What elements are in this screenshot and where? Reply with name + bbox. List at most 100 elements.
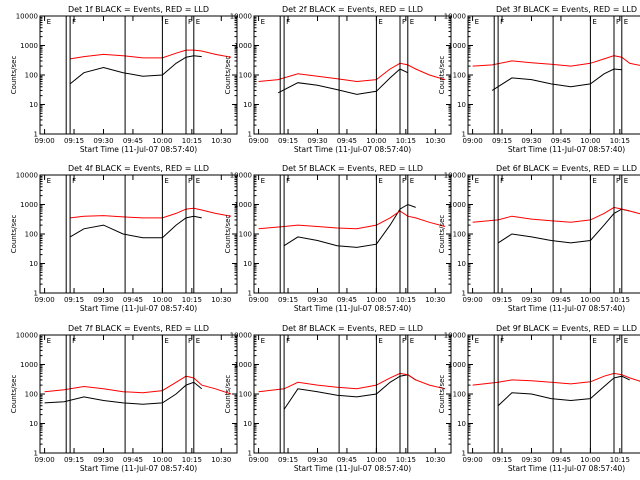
events-trace — [491, 68, 622, 91]
x-tick-label: 10:30 — [211, 456, 231, 464]
y-tick-label: 10 — [29, 260, 38, 268]
panel-title: Det 1f BLACK = Events, RED = LLD — [68, 5, 209, 14]
plot-frame — [39, 174, 238, 294]
marker-label: E — [47, 337, 51, 345]
x-tick-label: 09:00 — [34, 296, 54, 304]
y-tick-label: 1000 — [234, 42, 252, 50]
marker-label: E — [196, 18, 200, 26]
y-tick-label: 1 — [248, 290, 252, 298]
marker-label: F — [188, 177, 192, 185]
y-tick-label: 10000 — [444, 172, 466, 180]
x-tick-label: 09:30 — [307, 296, 327, 304]
x-tick-label: 10:15 — [182, 296, 202, 304]
marker-label: E — [196, 177, 200, 185]
x-axis-label: Start Time (11-Jul-07 08:57:40) — [508, 304, 625, 313]
x-tick-label: 10:15 — [396, 296, 416, 304]
x-axis-label: Start Time (11-Jul-07 08:57:40) — [80, 464, 197, 473]
y-axis-label: Counts/sec — [438, 56, 446, 95]
panel-title: Det 7f BLACK = Events, RED = LLD — [68, 324, 209, 333]
marker-label: F — [402, 177, 406, 185]
marker-label: E — [410, 337, 414, 345]
y-tick-label: 1000 — [448, 42, 466, 50]
y-axis-label: Counts/sec — [10, 56, 18, 95]
y-axis-label: Counts/sec — [438, 375, 446, 414]
x-tick-label: 10:00 — [152, 296, 172, 304]
marker-label: F — [402, 337, 406, 345]
marker-label: F — [286, 337, 290, 345]
marker-label: F — [402, 18, 406, 26]
lld-trace — [258, 62, 446, 83]
x-tick-label: 09:00 — [248, 456, 268, 464]
y-axis-label: Counts/sec — [224, 56, 232, 95]
x-tick-label: 09:15 — [64, 456, 84, 464]
y-tick-label: 10 — [243, 260, 252, 268]
x-tick-label: 09:00 — [462, 296, 482, 304]
x-tick-label: 09:45 — [123, 137, 143, 145]
x-axis-label: Start Time (11-Jul-07 08:57:40) — [508, 464, 625, 473]
panel-title: Det 6f BLACK = Events, RED = LLD — [496, 164, 637, 173]
y-tick-label: 100 — [453, 72, 466, 80]
y-tick-label: 10000 — [230, 332, 252, 340]
marker-label: F — [616, 177, 620, 185]
marker-label: E — [164, 18, 168, 26]
marker-label: E — [196, 337, 200, 345]
lld-trace — [70, 207, 232, 219]
marker-label: E — [592, 337, 596, 345]
x-axis-label: Start Time (11-Jul-07 08:57:40) — [294, 145, 411, 154]
marker-label: E — [378, 18, 382, 26]
x-axis-label: Start Time (11-Jul-07 08:57:40) — [80, 145, 197, 154]
y-tick-label: 1 — [462, 131, 466, 139]
x-tick-label: 10:00 — [366, 456, 386, 464]
marker-label: E — [475, 337, 479, 345]
marker-label: E — [164, 337, 168, 345]
y-tick-label: 10 — [243, 420, 252, 428]
x-tick-label: 09:00 — [462, 456, 482, 464]
x-tick-label: 09:30 — [521, 296, 541, 304]
events-trace — [283, 203, 416, 248]
x-tick-label: 09:00 — [34, 137, 54, 145]
x-tick-label: 09:00 — [462, 137, 482, 145]
y-tick-label: 10000 — [444, 332, 466, 340]
marker-label: E — [592, 18, 596, 26]
y-tick-label: 100 — [25, 231, 38, 239]
y-tick-label: 10 — [457, 101, 466, 109]
y-tick-label: 1 — [462, 450, 466, 458]
marker-label: E — [475, 18, 479, 26]
x-tick-label: 10:15 — [396, 456, 416, 464]
y-tick-label: 10000 — [16, 332, 38, 340]
marker-label: F — [72, 18, 76, 26]
x-tick-label: 09:15 — [64, 296, 84, 304]
events-trace — [497, 375, 630, 407]
y-tick-label: 1 — [34, 131, 38, 139]
marker-label: E — [164, 177, 168, 185]
marker-label: F — [286, 177, 290, 185]
y-tick-label: 1 — [462, 290, 466, 298]
y-tick-label: 1000 — [20, 42, 38, 50]
x-tick-label: 10:00 — [580, 456, 600, 464]
marker-label: E — [378, 177, 382, 185]
x-tick-label: 09:15 — [492, 296, 512, 304]
y-tick-label: 100 — [453, 391, 466, 399]
x-axis-label: Start Time (11-Jul-07 08:57:40) — [508, 145, 625, 154]
events-trace — [44, 381, 203, 405]
y-tick-label: 1 — [248, 450, 252, 458]
x-tick-label: 09:45 — [551, 296, 571, 304]
marker-label: F — [500, 337, 504, 345]
y-axis-label: Counts/sec — [438, 215, 446, 254]
panel-title: Det 5f BLACK = Events, RED = LLD — [282, 164, 423, 173]
marker-label: F — [188, 18, 192, 26]
x-tick-label: 09:00 — [248, 296, 268, 304]
y-tick-label: 1 — [34, 290, 38, 298]
y-tick-label: 10 — [457, 420, 466, 428]
x-tick-label: 09:15 — [278, 456, 298, 464]
y-tick-label: 1 — [248, 131, 252, 139]
y-tick-label: 1000 — [448, 361, 466, 369]
panel-title: Det 9f BLACK = Events, RED = LLD — [496, 324, 637, 333]
y-tick-label: 1000 — [234, 201, 252, 209]
